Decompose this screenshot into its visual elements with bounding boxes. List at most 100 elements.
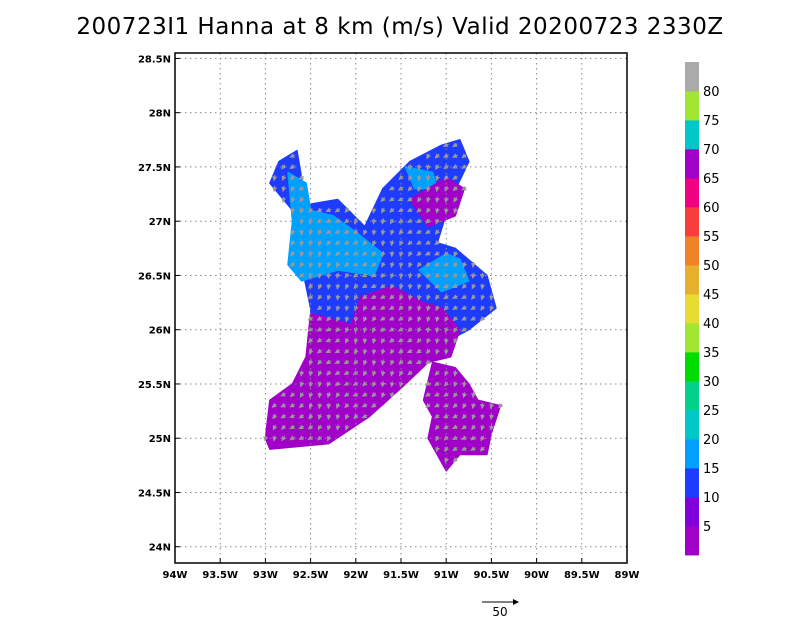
wind-vector	[335, 305, 341, 312]
wind-vector	[372, 240, 377, 247]
wind-vector	[325, 229, 332, 235]
wind-vector	[317, 424, 323, 431]
wind-vector	[343, 391, 350, 397]
wind-vector	[343, 229, 350, 234]
lon-tick-label: 94W	[163, 570, 188, 581]
wind-vector	[289, 164, 296, 169]
wind-vector	[308, 413, 314, 420]
wind-vector	[452, 142, 458, 148]
wind-vector	[299, 392, 305, 398]
wind-vector	[317, 359, 323, 366]
wind-vector	[415, 359, 422, 364]
wind-vector	[453, 337, 459, 344]
wind-vector	[389, 294, 395, 300]
wind-vector	[390, 272, 395, 279]
wind-vector	[417, 185, 422, 192]
wind-vector	[434, 229, 441, 235]
wind-vector	[343, 261, 350, 267]
wind-vector	[480, 283, 486, 290]
wind-vector	[326, 272, 332, 280]
wind-vector	[298, 185, 305, 191]
colorbar-segment	[685, 526, 699, 556]
wind-vector	[388, 315, 395, 321]
wind-vector	[371, 207, 377, 214]
wind-vector	[435, 348, 440, 355]
chart-title: 200723I1 Hanna at 8 km (m/s) Valid 20200…	[76, 14, 724, 40]
wind-vector	[480, 272, 486, 280]
wind-vector	[408, 251, 413, 257]
wind-vector	[498, 403, 504, 409]
wind-vector	[471, 402, 477, 410]
colorbar-segment	[685, 207, 699, 237]
colorbar-label: 50	[703, 259, 720, 274]
wind-vector	[371, 251, 377, 257]
wind-vector	[317, 413, 323, 420]
wind-vector	[344, 207, 350, 214]
lat-tick-label: 25N	[149, 434, 171, 445]
wind-vector	[434, 381, 440, 386]
wind-vector	[435, 207, 440, 214]
wind-vector	[316, 348, 323, 354]
wind-vector	[316, 435, 323, 441]
wind-vector	[406, 229, 413, 234]
wind-vector	[290, 185, 296, 192]
wind-vector	[416, 294, 422, 301]
wind-vector	[362, 370, 368, 377]
wind-vector	[461, 283, 468, 289]
lat-tick-label: 26N	[149, 326, 171, 337]
wind-vector	[416, 250, 422, 256]
wind-vector	[327, 435, 332, 442]
wind-vector	[389, 337, 395, 343]
wind-vector	[362, 381, 368, 387]
wind-vector	[425, 229, 431, 235]
wind-vector	[289, 153, 296, 158]
wind-vector	[308, 261, 314, 268]
wind-vector	[461, 413, 468, 420]
wind-vector	[433, 391, 440, 397]
wind-vector	[434, 424, 440, 431]
wind-vector	[326, 294, 332, 301]
wind-vector	[326, 250, 332, 257]
lat-tick-label: 26.5N	[138, 271, 171, 282]
wind-vector	[317, 283, 323, 290]
wind-vector	[345, 413, 350, 420]
lat-tick-label: 24.5N	[138, 488, 171, 499]
wind-vector	[389, 283, 395, 290]
lon-tick-label: 93.5W	[202, 570, 238, 581]
wind-vector	[344, 337, 350, 344]
wind-vector	[390, 229, 395, 236]
wind-vector	[435, 305, 441, 312]
wind-vector	[407, 316, 413, 322]
wind-vector	[363, 229, 368, 236]
wind-vector	[416, 175, 422, 182]
colorbar-label: 40	[703, 317, 720, 332]
wind-vector	[362, 337, 368, 345]
wind-vector	[334, 348, 341, 354]
wind-vector	[389, 250, 395, 258]
wind-vector	[372, 381, 377, 388]
wind-vector	[433, 261, 440, 267]
wind-vector	[370, 402, 377, 408]
wind-vector	[361, 402, 368, 408]
wind-vector	[317, 402, 323, 410]
wind-vector	[299, 218, 305, 225]
wind-vector	[335, 294, 341, 301]
wind-vector	[317, 272, 323, 279]
wind-vector	[344, 272, 350, 279]
wind-vector	[443, 153, 449, 158]
lon-tick-label: 93W	[253, 570, 278, 581]
wind-vector	[334, 207, 341, 213]
wind-vector	[389, 240, 395, 247]
wind-vector	[442, 283, 449, 288]
wind-vector	[343, 359, 350, 365]
wind-vector	[425, 305, 431, 312]
wind-vector	[452, 294, 458, 299]
wind-vector	[335, 326, 341, 333]
wind-vector	[289, 402, 296, 408]
wind-vector	[326, 402, 332, 410]
wind-vector	[424, 240, 431, 245]
wind-vector	[334, 359, 341, 364]
wind-vector	[353, 413, 359, 419]
wind-vector	[299, 229, 305, 236]
wind-vector	[406, 337, 413, 343]
